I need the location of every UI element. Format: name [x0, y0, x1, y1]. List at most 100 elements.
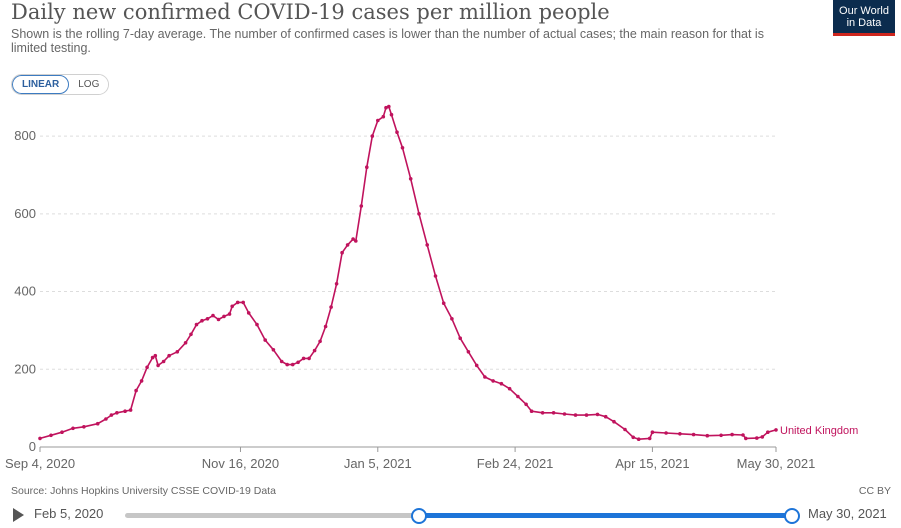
- line-chart: 0 200 400 600 800 Sep 4, 2020 Nov 16, 2020 Jan …: [5, 104, 858, 471]
- data-point: [766, 430, 770, 435]
- data-point: [161, 359, 166, 364]
- data-point: [678, 432, 682, 436]
- y-tick-label: 600: [14, 206, 36, 221]
- data-point: [230, 304, 234, 309]
- timeline-start-handle[interactable]: [411, 508, 427, 524]
- data-point: [529, 409, 534, 414]
- data-point: [312, 348, 317, 353]
- data-point: [631, 435, 635, 440]
- x-tick-label: Jan 5, 2021: [344, 456, 412, 471]
- data-point: [60, 430, 64, 435]
- data-point: [507, 386, 512, 391]
- data-point: [636, 437, 641, 442]
- data-point: [329, 305, 333, 309]
- data-point: [150, 355, 155, 360]
- data-point: [109, 413, 114, 417]
- data-point: [387, 104, 391, 109]
- data-point: [381, 114, 386, 119]
- data-point: [650, 430, 655, 435]
- data-point: [755, 436, 759, 440]
- logo-line-1: Our World: [839, 5, 889, 17]
- data-point: [175, 350, 180, 354]
- logo-line-2: in Data: [846, 17, 882, 29]
- data-point: [351, 237, 355, 241]
- y-tick-label: 400: [14, 284, 36, 299]
- data-point: [573, 413, 578, 417]
- data-point: [450, 317, 454, 321]
- data-point: [145, 365, 149, 370]
- data-point: [340, 250, 344, 255]
- data-point: [417, 212, 421, 216]
- data-point: [49, 433, 53, 438]
- data-point: [189, 332, 193, 337]
- data-point: [623, 427, 627, 432]
- data-point: [216, 317, 221, 322]
- x-tick-label: Nov 16, 2020: [202, 456, 279, 471]
- data-point: [491, 379, 495, 383]
- data-point: [774, 428, 778, 432]
- data-point: [205, 317, 210, 321]
- data-point: [551, 411, 556, 415]
- y-tick-label: 800: [14, 128, 36, 143]
- data-point: [466, 350, 471, 354]
- series-line-united-kingdom: [39, 105, 777, 441]
- y-tick-label: 0: [29, 439, 36, 454]
- data-point: [376, 118, 380, 123]
- data-point: [433, 274, 438, 278]
- data-point: [760, 435, 765, 439]
- data-point: [664, 431, 668, 435]
- linear-scale-button[interactable]: LINEAR: [12, 75, 70, 94]
- data-point: [227, 312, 232, 316]
- data-point: [384, 105, 388, 110]
- play-icon[interactable]: [13, 508, 24, 522]
- source-note[interactable]: Source: Johns Hopkins University CSSE CO…: [11, 485, 276, 497]
- data-point: [744, 436, 748, 441]
- data-point: [104, 417, 108, 421]
- x-tick-label: Feb 24, 2021: [477, 456, 554, 471]
- data-point: [263, 338, 268, 342]
- data-point: [425, 243, 430, 247]
- data-point: [95, 421, 100, 426]
- scale-toggle: LINEAR LOG: [11, 74, 110, 95]
- data-point: [241, 300, 245, 305]
- chart-subtitle: Shown is the rolling 7-day average. The …: [11, 27, 764, 55]
- data-point: [235, 300, 240, 305]
- data-point: [584, 413, 589, 417]
- owid-logo[interactable]: Our World in Data: [833, 0, 895, 36]
- data-point: [354, 239, 358, 243]
- data-point: [271, 348, 276, 352]
- data-point: [290, 362, 295, 367]
- data-point: [719, 433, 723, 438]
- data-point: [200, 318, 204, 323]
- data-point: [612, 419, 616, 424]
- series-label: United Kingdom: [780, 425, 858, 437]
- data-point: [458, 336, 463, 341]
- data-point: [285, 362, 290, 367]
- data-point: [562, 412, 567, 416]
- data-point: [334, 282, 339, 286]
- data-point: [359, 204, 364, 208]
- y-tick-label: 200: [14, 361, 36, 376]
- data-point: [153, 353, 158, 358]
- x-tick-label: Sep 4, 2020: [5, 456, 75, 471]
- data-point: [301, 356, 306, 361]
- data-point: [115, 411, 119, 415]
- data-point: [246, 311, 251, 315]
- data-point: [222, 314, 226, 319]
- timeline-end-label: May 30, 2021: [808, 506, 887, 521]
- data-point: [296, 360, 300, 365]
- data-point: [71, 426, 75, 431]
- timeline-start-label: Feb 5, 2020: [34, 506, 104, 521]
- data-point: [134, 388, 138, 393]
- data-point: [499, 381, 504, 386]
- data-point: [483, 375, 487, 379]
- data-point: [524, 402, 528, 407]
- data-point: [307, 356, 311, 361]
- data-point: [705, 433, 710, 438]
- data-point: [365, 165, 369, 169]
- data-point: [395, 130, 399, 134]
- data-point: [370, 134, 375, 138]
- license-label[interactable]: CC BY: [858, 485, 891, 497]
- log-scale-button[interactable]: LOG: [69, 75, 109, 94]
- timeline-end-handle[interactable]: [784, 508, 800, 524]
